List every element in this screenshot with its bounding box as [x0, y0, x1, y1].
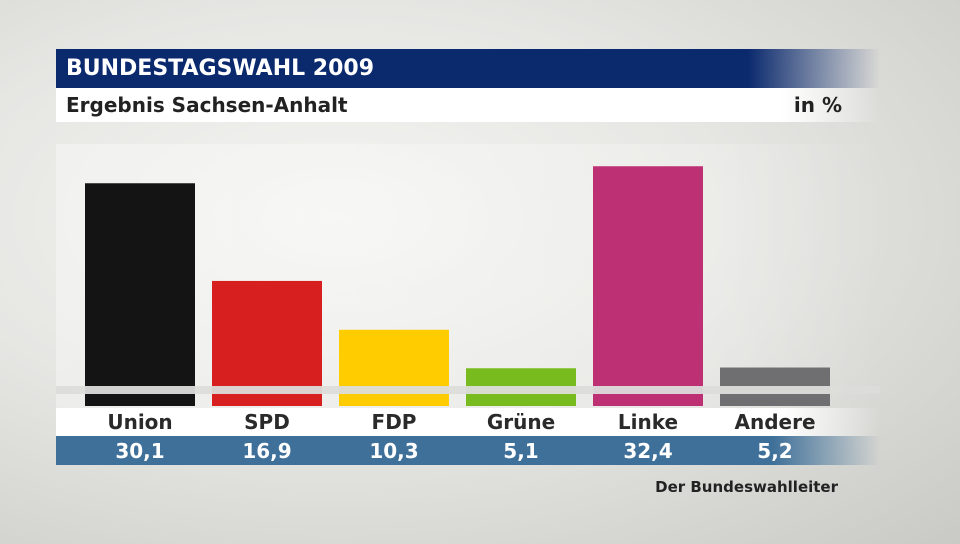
bar-linke	[593, 166, 703, 406]
category-label: Grüne	[486, 410, 556, 434]
category-label-row	[56, 408, 880, 436]
value-label: 32,4	[623, 439, 673, 463]
value-label: 10,3	[369, 439, 419, 463]
chart-title: BUNDESTAGSWAHL 2009	[56, 49, 880, 88]
source-note: Der Bundeswahlleiter	[655, 478, 838, 496]
category-label: Andere	[734, 410, 816, 434]
chart-subtitle-bar: Ergebnis Sachsen-Anhalt in %	[56, 88, 880, 122]
value-label: 5,2	[757, 439, 793, 463]
baseline-band	[56, 386, 880, 394]
chart-subtitle: Ergebnis Sachsen-Anhalt	[66, 93, 348, 117]
bar-fdp	[339, 329, 449, 406]
bar-union	[85, 183, 195, 406]
bar-spd	[212, 280, 322, 406]
value-label-row	[56, 436, 880, 465]
category-label: SPD	[244, 410, 290, 434]
category-label: Linke	[617, 410, 679, 434]
category-label: FDP	[371, 410, 417, 434]
category-label: Union	[107, 410, 173, 434]
value-label: 30,1	[115, 439, 165, 463]
value-label: 5,1	[503, 439, 539, 463]
value-label: 16,9	[242, 439, 292, 463]
unit-label: in %	[793, 93, 842, 117]
